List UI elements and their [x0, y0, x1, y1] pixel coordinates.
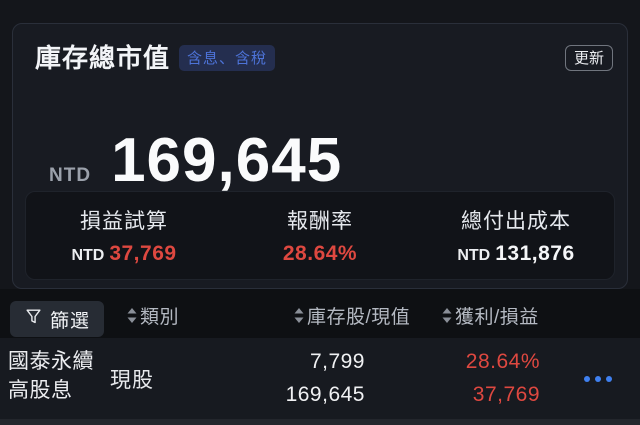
return-rate-value: 28.64%	[282, 242, 358, 265]
filter-button-label: 篩選	[49, 310, 90, 332]
sort-header-profit-loss[interactable]: 獲利/損益	[441, 302, 539, 328]
total-cost-value: 131,876	[495, 242, 575, 265]
profit-amount: 37,769	[472, 383, 540, 406]
sort-header-label: 獲利/損益	[455, 306, 539, 328]
ellipsis-icon	[595, 376, 601, 382]
profit-estimate-value: 37,769	[109, 242, 177, 265]
stock-type: 現股	[110, 369, 154, 392]
stat-profit-estimate: 損益試算 NTD 37,769	[26, 192, 222, 279]
more-options-button[interactable]	[580, 366, 616, 392]
stat-label: 損益試算	[80, 210, 168, 233]
stat-value: NTD 131,876	[457, 242, 574, 266]
summary-card: 庫存總市值 含息、含稅 更新 NTD 169,645 損益試算 NTD 37,7…	[12, 23, 628, 289]
total-market-value: 169,645	[111, 126, 343, 195]
page-title: 庫存總市值	[35, 43, 171, 73]
sort-updown-icon	[293, 307, 305, 324]
summary-card-header: 庫存總市值 含息、含稅 更新	[35, 44, 613, 72]
filter-funnel-icon	[24, 307, 43, 332]
stat-value: NTD 37,769	[71, 242, 176, 266]
sort-updown-icon	[441, 307, 453, 324]
total-value-row: NTD 169,645	[49, 122, 342, 200]
sort-header-category[interactable]: 類別	[126, 302, 179, 328]
stat-return-rate: 報酬率 28.64%	[222, 192, 418, 279]
ellipsis-icon	[584, 376, 590, 382]
currency-label: NTD	[71, 247, 105, 264]
stat-label: 報酬率	[287, 210, 353, 233]
holding-row[interactable]: 國泰永續高股息 現股 7,799 169,645 28.64% 37,769	[0, 338, 640, 419]
sort-header-label: 類別	[140, 306, 180, 328]
filter-bar: 篩選 類別 庫存股/現值	[0, 289, 640, 338]
shares-value-cell: 7,799 169,645	[200, 345, 365, 411]
stat-total-cost: 總付出成本 NTD 131,876	[418, 192, 614, 279]
stock-name: 國泰永續高股息	[8, 350, 94, 402]
update-button[interactable]: 更新	[564, 45, 613, 71]
stat-value: 28.64%	[283, 242, 357, 266]
currency-label: NTD	[49, 165, 92, 186]
filter-button[interactable]: 篩選	[10, 301, 104, 337]
profit-loss-cell: 28.64% 37,769	[420, 345, 540, 411]
sort-header-shares-value[interactable]: 庫存股/現值	[293, 302, 410, 328]
return-rate: 28.64%	[465, 350, 540, 373]
ellipsis-icon	[606, 376, 612, 382]
tax-dividend-badge: 含息、含稅	[179, 45, 276, 71]
stats-panel: 損益試算 NTD 37,769 報酬率 28.64% 總付出成本 NTD 131…	[25, 191, 615, 280]
current-value: 169,645	[285, 383, 365, 406]
currency-label: NTD	[457, 247, 491, 264]
shares-count: 7,799	[309, 350, 365, 373]
sort-header-label: 庫存股/現值	[307, 306, 411, 328]
sort-updown-icon	[126, 307, 138, 324]
stat-label: 總付出成本	[461, 210, 571, 233]
next-row-edge	[0, 419, 640, 425]
